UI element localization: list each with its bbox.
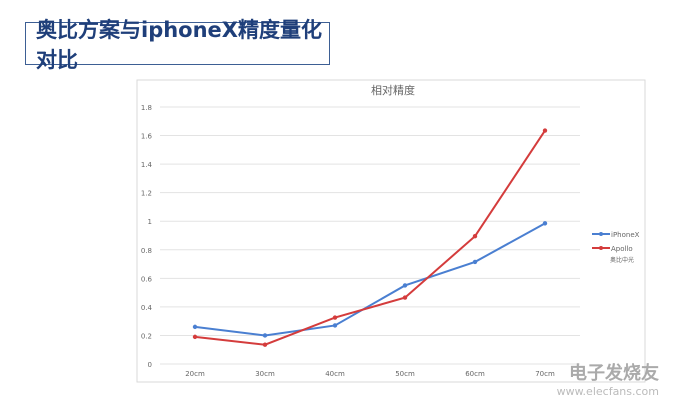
y-tick-label: 1.6 bbox=[141, 133, 153, 141]
data-point bbox=[332, 315, 338, 320]
data-point bbox=[472, 234, 478, 239]
y-tick-label: 1 bbox=[148, 218, 152, 226]
y-tick-label: 1.4 bbox=[141, 161, 153, 169]
watermark-url: www.elecfans.com bbox=[556, 385, 659, 398]
data-point bbox=[472, 259, 478, 265]
chart-frame bbox=[136, 79, 646, 383]
data-point bbox=[192, 334, 198, 340]
data-point bbox=[542, 221, 548, 226]
y-tick-label: 0 bbox=[148, 361, 152, 369]
y-tick-label: 0.2 bbox=[141, 332, 152, 340]
watermark: 电子发烧友 www.elecfans.com bbox=[557, 359, 659, 398]
x-tick-label: 70cm bbox=[535, 370, 555, 378]
data-point bbox=[262, 342, 268, 347]
data-point bbox=[402, 283, 408, 288]
x-tick-label: 30cm bbox=[255, 370, 275, 378]
series-line-iPhoneX bbox=[194, 222, 546, 337]
y-tick-label: 1.8 bbox=[141, 104, 152, 112]
y-tick-label: 0.4 bbox=[141, 304, 153, 312]
data-point bbox=[262, 333, 268, 338]
legend-label: Apollo bbox=[611, 245, 633, 253]
legend-sublabel: 奥比中光 bbox=[610, 256, 634, 264]
watermark-logo: 电子发烧友 bbox=[569, 363, 659, 384]
x-tick-label: 40cm bbox=[325, 370, 345, 378]
x-tick-label: 60cm bbox=[465, 370, 485, 378]
data-point bbox=[332, 323, 338, 328]
legend-label: iPhoneX bbox=[611, 231, 640, 239]
y-tick-label: 0.6 bbox=[141, 275, 153, 283]
data-point bbox=[542, 128, 548, 133]
series-line-Apollo bbox=[194, 130, 546, 346]
x-tick-label: 50cm bbox=[395, 370, 415, 378]
y-tick-label: 1.2 bbox=[141, 190, 152, 198]
x-tick-label: 20cm bbox=[185, 370, 205, 378]
data-point bbox=[402, 295, 408, 300]
legend-marker bbox=[599, 232, 603, 236]
chart-title: 相对精度 bbox=[371, 83, 415, 97]
legend-marker bbox=[599, 246, 603, 250]
data-point bbox=[192, 324, 198, 330]
y-tick-label: 0.8 bbox=[141, 247, 152, 255]
